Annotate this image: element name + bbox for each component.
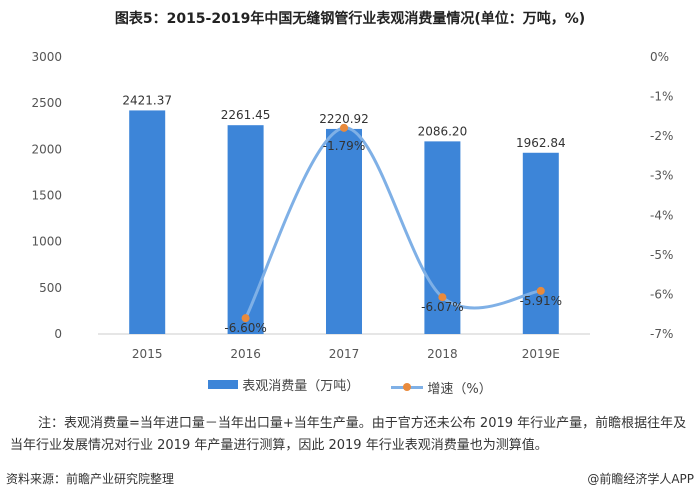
x-axis-tick: 2015 — [132, 347, 163, 361]
right-axis-tick: -3% — [650, 169, 673, 183]
chart-title: 图表5：2015-2019年中国无缝钢管行业表观消费量情况(单位：万吨，%) — [114, 11, 586, 27]
bar — [522, 152, 559, 334]
x-axis-tick: 2017 — [329, 347, 360, 361]
legend-item-bar: 表观消费量（万吨） — [208, 375, 359, 394]
bar — [129, 110, 166, 334]
bar — [326, 128, 362, 334]
legend: 表观消费量（万吨） 增速（%） — [0, 375, 700, 397]
chart: 0 500 1000 1500 2000 2500 3000 -7% -6% -5% -4% -3% -… — [31, 50, 673, 361]
line-data-label: -6.07% — [421, 300, 463, 314]
growth-marker — [536, 286, 545, 295]
x-axis-tick: 2019E — [522, 347, 560, 361]
growth-marker — [340, 123, 348, 132]
left-axis-tick: 1000 — [31, 235, 62, 249]
left-axis-tick: 500 — [39, 281, 62, 295]
legend-label: 增速（%） — [427, 382, 492, 397]
right-axis-tick: -6% — [650, 287, 673, 301]
footnote: 注：表观消费量=当年进口量－当年出口量+当年生产量。由于官方还未公布 2019 … — [10, 416, 687, 453]
left-axis-tick: 2500 — [31, 96, 62, 110]
line-swatch-icon — [391, 383, 424, 391]
growth-line — [244, 126, 542, 319]
line-data-label: -1.79% — [323, 139, 365, 153]
bar-data-label: 1962.84 — [516, 136, 566, 150]
growth-marker — [438, 293, 447, 302]
right-axis-tick: -1% — [650, 90, 673, 104]
legend-item-line: 增速（%） — [391, 378, 492, 397]
growth-marker — [241, 314, 250, 323]
left-axis-tick: 0 — [54, 327, 62, 341]
bar — [227, 125, 264, 334]
bar — [424, 141, 461, 334]
bar-data-label: 2421.37 — [122, 93, 172, 107]
right-axis-tick: -2% — [650, 129, 673, 143]
left-axis-tick: 2000 — [31, 142, 62, 156]
bar-data-label: 2086.20 — [418, 124, 468, 138]
source: 资料来源：前瞻产业研究院整理 — [6, 472, 175, 486]
right-axis-tick: -4% — [650, 208, 673, 222]
legend-label: 表观消费量（万吨） — [242, 379, 360, 394]
right-axis-tick: 0% — [650, 50, 669, 64]
right-axis-tick: -5% — [650, 248, 673, 262]
line-data-label: -5.91% — [520, 294, 562, 308]
bar-data-label: 2220.92 — [319, 112, 369, 126]
left-axis-tick: 1500 — [31, 189, 62, 203]
bar-swatch-icon — [208, 380, 239, 389]
left-axis-tick: 3000 — [31, 50, 62, 64]
line-data-label: -6.60% — [224, 321, 266, 335]
x-axis-tick: 2018 — [427, 347, 458, 361]
x-axis-tick: 2016 — [230, 347, 261, 361]
bar-data-label: 2261.45 — [221, 108, 271, 122]
right-axis-tick: -7% — [650, 327, 673, 341]
credit: @前瞻经济学人APP — [587, 472, 694, 486]
